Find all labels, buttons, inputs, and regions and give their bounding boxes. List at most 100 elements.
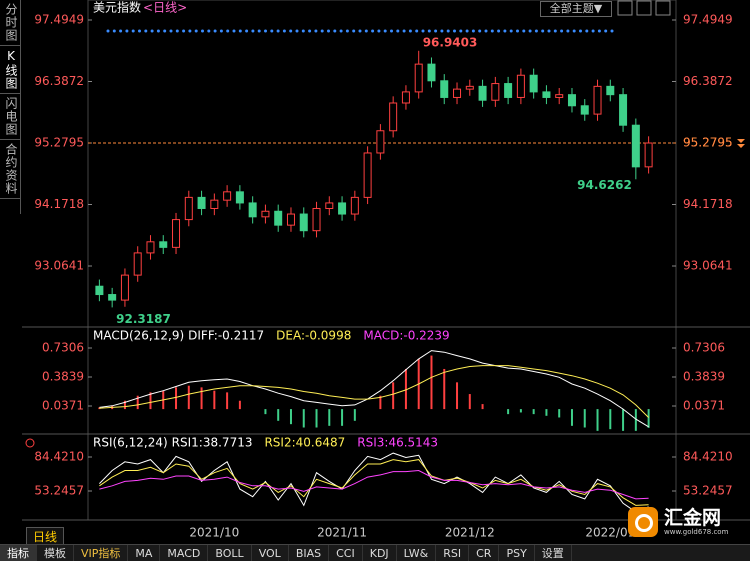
- signal-dot: [597, 29, 601, 33]
- x-tick-label: 2021/10: [189, 526, 239, 540]
- candle-body: [108, 294, 117, 301]
- logo-icon: [628, 507, 658, 537]
- legend-entry: DIFF:-0.2117: [188, 329, 264, 343]
- toolbar-item[interactable]: LW&: [397, 545, 437, 561]
- logo-url: www.gold678.com: [664, 528, 729, 536]
- signal-dot: [434, 29, 438, 33]
- toolbar-item[interactable]: CCI: [329, 545, 363, 561]
- signal-dot: [125, 29, 129, 33]
- signal-dot: [333, 29, 337, 33]
- signal-dot: [522, 29, 526, 33]
- y-tick-label-right: 94.1718: [683, 197, 733, 211]
- candle-body: [593, 85, 602, 115]
- signal-dot: [245, 29, 249, 33]
- candle-body: [261, 210, 270, 218]
- signal-dot: [194, 29, 198, 33]
- signal-dot: [402, 29, 406, 33]
- toolbar-item[interactable]: CR: [469, 545, 500, 561]
- side-tab[interactable]: 合约资料: [0, 140, 20, 199]
- signal-dot: [327, 29, 330, 33]
- signal-dot: [188, 29, 192, 33]
- candle-body: [427, 63, 436, 82]
- icon-button[interactable]: [655, 0, 671, 16]
- sidebar: 分时图 K线图 闪电图 合约资料: [0, 0, 21, 214]
- candle-body: [299, 213, 308, 232]
- signal-dot: [112, 29, 116, 33]
- signal-dot: [257, 29, 261, 33]
- signal-dot: [503, 29, 507, 33]
- x-tick-label: 2021/11: [317, 526, 367, 540]
- candle-body: [389, 102, 398, 132]
- candle-body: [350, 196, 359, 215]
- candle-body: [133, 252, 142, 276]
- signal-dot: [144, 29, 148, 33]
- signal-dot: [465, 29, 469, 33]
- signal-dot: [119, 29, 123, 33]
- legend-entry: RSI3:46.5143: [357, 436, 438, 450]
- toolbar-item[interactable]: VIP指标: [74, 545, 129, 561]
- signal-dot: [207, 29, 211, 33]
- toolbar-item[interactable]: 指标: [0, 545, 37, 561]
- side-tab[interactable]: 闪电图: [0, 94, 20, 140]
- signal-dot: [213, 29, 217, 33]
- signal-dot: [156, 29, 160, 33]
- toolbar-item[interactable]: 设置: [535, 545, 572, 561]
- signal-dot: [276, 29, 280, 33]
- period-label[interactable]: 日线: [26, 527, 65, 546]
- candle-body: [286, 213, 295, 226]
- signal-dot: [138, 29, 141, 33]
- signal-dot: [547, 29, 551, 33]
- last-price-icon: [737, 139, 745, 149]
- candle-body: [210, 199, 219, 209]
- candle-body: [453, 88, 462, 98]
- side-tab[interactable]: K线图: [0, 46, 20, 94]
- side-tab[interactable]: 分时图: [0, 0, 20, 46]
- candle-body: [376, 130, 385, 154]
- candle-body: [312, 207, 321, 232]
- y-tick-label-right: 97.4949: [683, 13, 733, 27]
- candle-body: [631, 124, 640, 168]
- signal-dot: [497, 29, 501, 33]
- toolbar-item[interactable]: BIAS: [289, 545, 330, 561]
- y-tick-label-right: 93.0641: [683, 259, 733, 273]
- signal-dot: [579, 29, 582, 33]
- signal-dot: [390, 29, 393, 33]
- toolbar-item[interactable]: PSY: [499, 545, 535, 561]
- signal-dot: [182, 29, 186, 33]
- signal-dot: [541, 29, 545, 33]
- candle-body: [159, 241, 168, 248]
- signal-dot: [471, 29, 475, 33]
- legend-entry: RSI1:38.7713: [172, 436, 253, 450]
- signal-dot: [427, 29, 431, 33]
- theme-button[interactable]: 全部主题▼: [540, 1, 612, 17]
- signal-dot: [446, 29, 450, 33]
- y-tick-label: 0.7306: [42, 340, 84, 354]
- signal-dot: [459, 29, 463, 33]
- toolbar-item[interactable]: RSI: [436, 545, 470, 561]
- candle-body: [465, 85, 474, 90]
- signal-dot: [301, 29, 305, 33]
- toolbar-item[interactable]: MA: [128, 545, 161, 561]
- signal-dot: [345, 29, 349, 33]
- panel-title: MACD(26,12,9): [93, 329, 184, 343]
- signal-dot: [106, 29, 110, 33]
- toolbar-item[interactable]: VOL: [252, 545, 289, 561]
- signal-dot: [358, 29, 362, 33]
- signal-dot: [415, 29, 419, 33]
- icon-button[interactable]: [617, 0, 633, 16]
- toolbar-item[interactable]: KDJ: [363, 545, 397, 561]
- icon-button[interactable]: [636, 0, 652, 16]
- candle-body: [529, 74, 538, 93]
- candle-body: [567, 94, 576, 107]
- candle-body: [274, 210, 283, 226]
- signal-dot: [150, 29, 154, 33]
- candle-body: [619, 94, 628, 126]
- panel-title: RSI(6,12,24): [93, 436, 168, 450]
- toolbar-item[interactable]: MACD: [160, 545, 209, 561]
- toolbar-item[interactable]: BOLL: [208, 545, 252, 561]
- signal-dot: [131, 29, 135, 33]
- toolbar-item[interactable]: 模板: [37, 545, 74, 561]
- candle-body: [401, 91, 410, 104]
- candle-body: [184, 196, 193, 221]
- candle-body: [491, 83, 500, 101]
